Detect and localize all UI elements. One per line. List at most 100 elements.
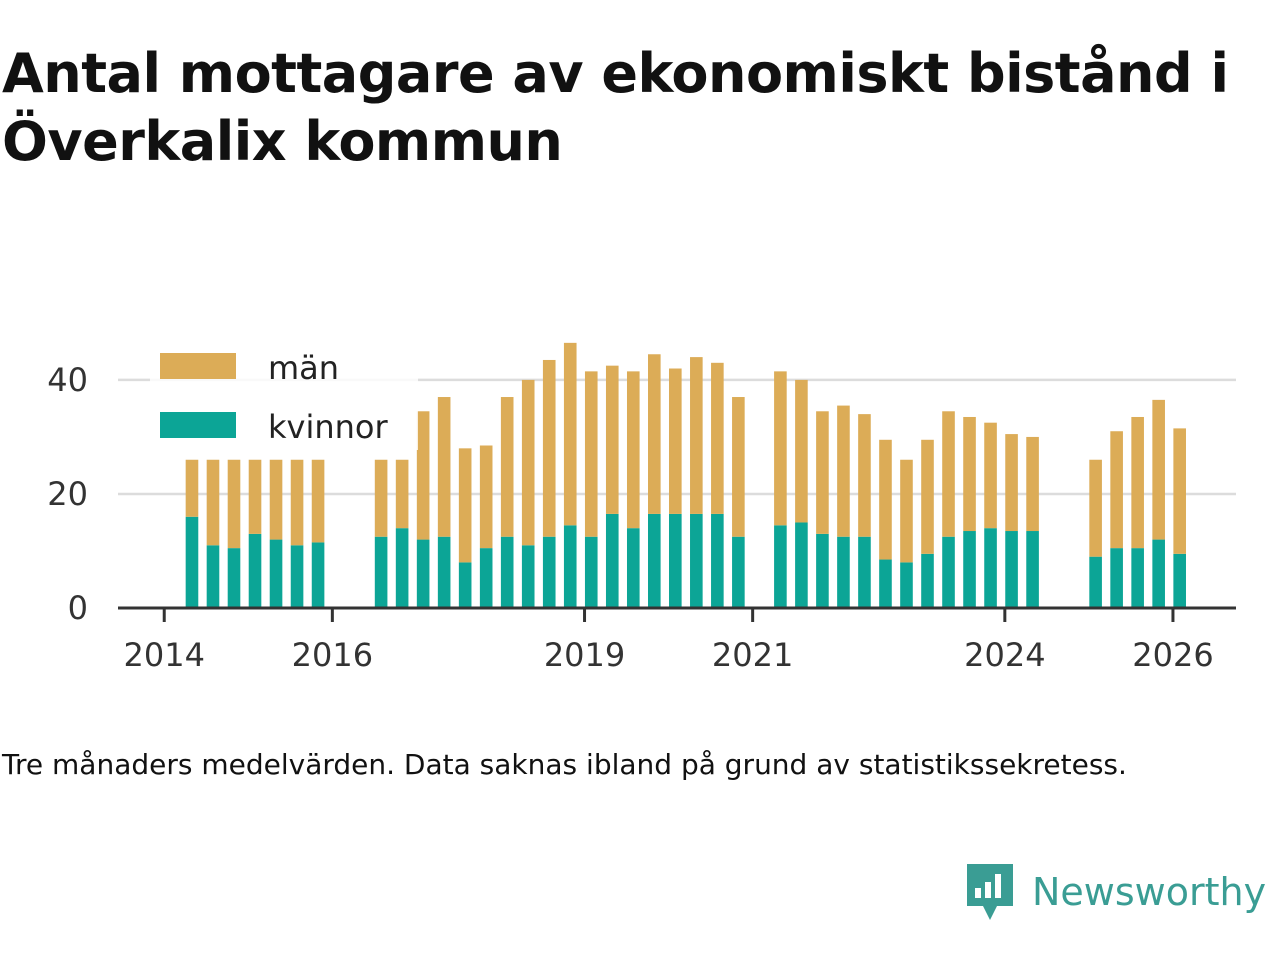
- bar-kvinnor: [521, 545, 535, 608]
- legend-swatch-man: [160, 353, 236, 379]
- bar-man: [690, 357, 703, 514]
- bar-kvinnor: [984, 528, 997, 608]
- bar-kvinnor: [626, 528, 640, 608]
- x-tick-label: 2021: [712, 636, 793, 674]
- bar-kvinnor: [227, 548, 241, 608]
- chart: 0 20 40 2014 2016 2019 2021 2024 2026 män kvinn…: [47, 342, 1236, 674]
- bar-man: [921, 439, 934, 554]
- bar-man: [479, 445, 493, 549]
- bar-man: [416, 411, 430, 540]
- bar-kvinnor: [269, 539, 283, 608]
- x-tick-label: 2019: [544, 636, 625, 674]
- bar-man: [500, 397, 514, 537]
- bar-kvinnor: [1026, 531, 1039, 608]
- bar-kvinnor: [395, 528, 409, 608]
- bar-kvinnor: [374, 536, 388, 608]
- bar-kvinnor: [816, 533, 829, 608]
- bar-kvinnor: [1131, 548, 1144, 608]
- bar-man: [1026, 436, 1039, 532]
- bar-kvinnor: [963, 531, 976, 608]
- bar-kvinnor: [563, 525, 577, 608]
- bar-man: [584, 371, 598, 537]
- bar-man: [248, 459, 262, 534]
- legend: män kvinnor: [150, 342, 418, 450]
- bars: [185, 342, 1186, 608]
- x-axis-ticks: 2014 2016 2019 2021 2024 2026: [124, 608, 1214, 674]
- bar-kvinnor: [647, 513, 661, 608]
- bar-kvinnor: [774, 525, 787, 608]
- bar-kvinnor: [858, 536, 871, 608]
- bar-man: [900, 459, 913, 563]
- bar-kvinnor: [690, 513, 703, 608]
- bar-kvinnor: [1152, 539, 1165, 608]
- x-tick-label: 2024: [964, 636, 1045, 674]
- bar-kvinnor: [416, 539, 430, 608]
- bar-kvinnor: [185, 516, 199, 608]
- bar-kvinnor: [437, 536, 451, 608]
- bar-man: [1110, 431, 1123, 549]
- bar-man: [1005, 434, 1018, 532]
- legend-swatch-kvinnor: [160, 412, 236, 438]
- y-tick-label: 20: [47, 475, 88, 513]
- bar-man: [605, 365, 619, 514]
- y-tick-label: 40: [47, 361, 88, 399]
- caption: Tre månaders medelvärden. Data saknas ib…: [2, 748, 1127, 781]
- bar-kvinnor: [1173, 553, 1186, 608]
- bar-man: [395, 459, 409, 529]
- bar-man: [269, 459, 283, 540]
- bar-man: [984, 422, 997, 529]
- bar-kvinnor: [900, 562, 913, 608]
- bar-man: [374, 459, 388, 537]
- bar-man: [437, 397, 451, 537]
- bar-man: [1131, 416, 1144, 549]
- bar-man: [1152, 399, 1165, 540]
- bar-kvinnor: [669, 513, 682, 608]
- bar-man: [879, 439, 892, 560]
- bar-kvinnor: [837, 536, 850, 608]
- bar-kvinnor: [711, 513, 724, 608]
- bar-kvinnor: [290, 545, 304, 608]
- bar-man: [563, 342, 577, 526]
- bar-kvinnor: [458, 562, 472, 608]
- bar-kvinnor: [1005, 531, 1018, 608]
- bar-man: [290, 459, 304, 546]
- bar-kvinnor: [942, 536, 955, 608]
- bar-kvinnor: [879, 559, 892, 608]
- bar-kvinnor: [311, 542, 325, 608]
- bar-kvinnor: [605, 513, 619, 608]
- bar-kvinnor: [248, 533, 262, 608]
- bar-man: [795, 379, 808, 523]
- x-tick-label: 2014: [124, 636, 205, 674]
- bar-kvinnor: [732, 536, 745, 608]
- bar-man: [521, 379, 535, 546]
- bar-man: [942, 411, 955, 537]
- y-axis-ticks: 0 20 40: [47, 361, 88, 627]
- bar-man: [1173, 428, 1186, 554]
- bar-man: [837, 405, 850, 537]
- bar-man: [669, 368, 682, 514]
- bar-kvinnor: [584, 536, 598, 608]
- bar-kvinnor: [479, 548, 493, 608]
- bar-kvinnor: [1110, 548, 1123, 608]
- bar-kvinnor: [921, 553, 934, 608]
- brand-name: Newsworthy: [1032, 870, 1267, 914]
- bar-man: [1089, 459, 1102, 557]
- bar-kvinnor: [1089, 556, 1102, 608]
- bar-kvinnor: [206, 545, 220, 608]
- bar-kvinnor: [500, 536, 514, 608]
- bar-kvinnor: [795, 522, 808, 608]
- bar-man: [311, 459, 325, 543]
- bar-man: [458, 448, 472, 563]
- bar-man: [816, 411, 829, 534]
- chart-title: Antal mottagare av ekonomiskt bistånd i …: [2, 42, 1229, 173]
- brand-logo[interactable]: Newsworthy: [964, 862, 1266, 922]
- bar-kvinnor: [542, 536, 556, 608]
- bar-man: [774, 371, 787, 526]
- legend-label-man: män: [268, 349, 339, 387]
- bar-man: [963, 416, 976, 532]
- x-tick-label: 2016: [292, 636, 373, 674]
- bar-man: [542, 359, 556, 537]
- legend-label-kvinnor: kvinnor: [268, 408, 389, 446]
- y-tick-label: 0: [68, 589, 88, 627]
- bar-man: [858, 414, 871, 537]
